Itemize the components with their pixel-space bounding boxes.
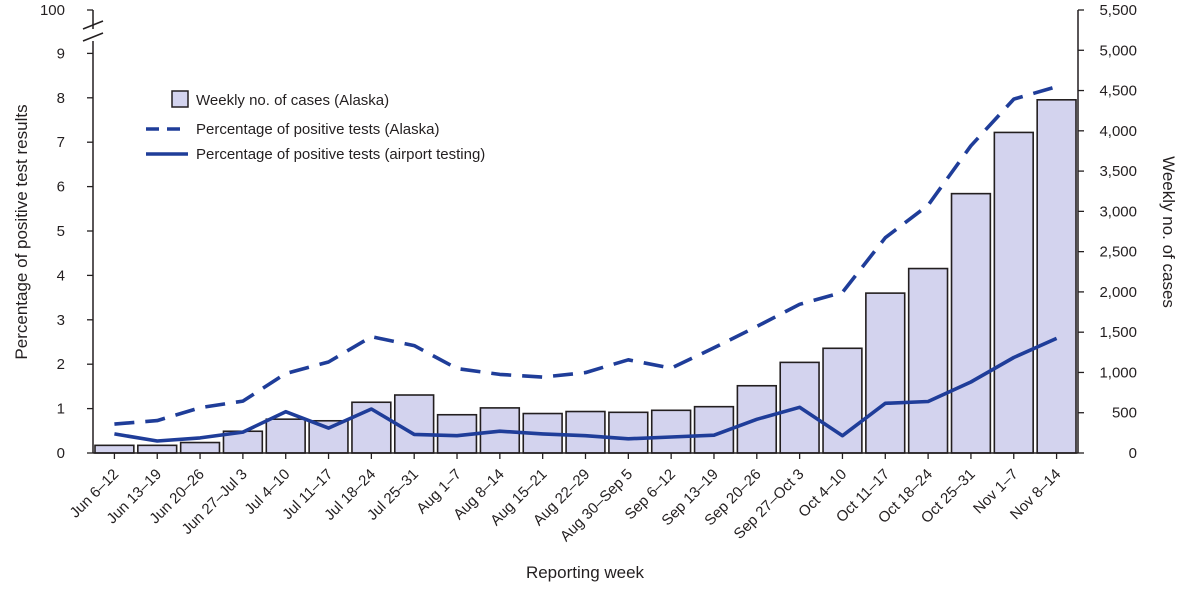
y-tick-label: 0: [57, 445, 65, 462]
y2-tick-label: 2,500: [1099, 244, 1137, 261]
y-tick-label: 5: [57, 223, 65, 240]
y-axis-title: Percentage of positive test results: [12, 104, 31, 359]
x-axis-title: Reporting week: [526, 563, 645, 582]
y2-tick-label: 1,500: [1099, 324, 1137, 341]
y2-axis-title: Weekly no. of cases: [1159, 156, 1178, 308]
bars-layer: [94, 99, 1077, 454]
y-tick-label: 8: [57, 90, 65, 107]
legend-label: Percentage of positive tests (Alaska): [196, 121, 439, 138]
y2-tick-label: 3,000: [1099, 203, 1137, 220]
y2-tick-label: 500: [1112, 405, 1137, 422]
y2-tick-label: 5,500: [1099, 2, 1137, 19]
bar: [650, 409, 692, 454]
y2-tick-label: 4,000: [1099, 123, 1137, 140]
axis-break-mark: [82, 20, 104, 30]
y-tick-label: 9: [57, 45, 65, 62]
series-line-airport-positivity: [114, 336, 1058, 443]
y-tick-label: 100: [40, 2, 65, 19]
bar: [393, 394, 435, 454]
bar: [308, 419, 349, 454]
legend-swatch-bar: [171, 90, 189, 108]
bar: [565, 410, 606, 454]
legend: Weekly no. of cases (Alaska) Percentage o…: [146, 90, 485, 163]
bar: [137, 444, 178, 454]
y-tick-label: 7: [57, 134, 65, 151]
bar: [265, 418, 306, 454]
y2-tick-label: 3,500: [1099, 163, 1137, 180]
y2-tick-label: 0: [1129, 445, 1137, 462]
legend-label: Weekly no. of cases (Alaska): [196, 92, 389, 109]
y-tick-label: 1: [57, 401, 65, 418]
series-line-alaska-positivity: [114, 84, 1058, 426]
bar: [608, 411, 649, 454]
bar: [94, 444, 135, 454]
y2-tick-label: 1,000: [1099, 364, 1137, 381]
legend-label: Percentage of positive tests (airport te…: [196, 146, 485, 163]
y2-tick-label: 5,000: [1099, 42, 1137, 59]
bar: [950, 192, 992, 454]
y2-tick-label: 4,500: [1099, 83, 1137, 100]
y-tick-label: 3: [57, 312, 65, 329]
y-tick-label: 6: [57, 179, 65, 196]
bar: [179, 441, 221, 454]
y-tick-label: 4: [57, 267, 65, 284]
axis-break-mark: [82, 32, 104, 42]
bar: [907, 267, 949, 454]
y-tick-label: 2: [57, 356, 65, 373]
bar: [865, 292, 906, 454]
y2-tick-label: 2,000: [1099, 284, 1137, 301]
lines-layer: [114, 84, 1058, 443]
bar: [993, 131, 1034, 454]
bar: [1036, 99, 1077, 454]
